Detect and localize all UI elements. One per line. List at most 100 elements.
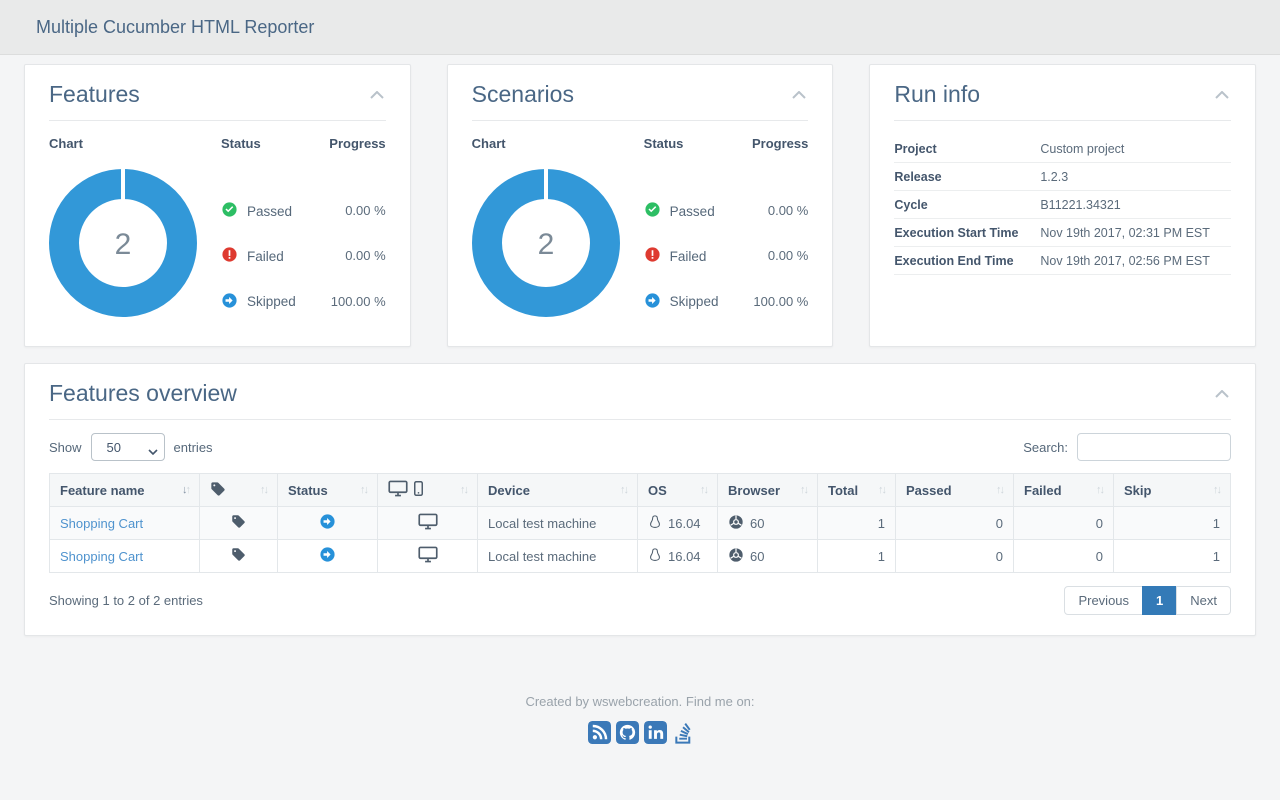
total-cell: 1: [817, 539, 896, 573]
total-cell: 1: [817, 506, 896, 540]
run-info-row: Project Custom project: [894, 135, 1232, 163]
progress-value: 100.00 %: [753, 293, 809, 309]
scenarios-donut-value: 2: [537, 228, 554, 261]
rss-icon[interactable]: [587, 721, 611, 744]
linux-icon: [648, 547, 662, 566]
sort-icon: ↑↓: [260, 484, 269, 496]
chrome-icon: [728, 514, 744, 533]
skipped-status-icon: [319, 514, 336, 533]
previous-page-button[interactable]: Previous: [1064, 586, 1144, 615]
run-info-label: Cycle: [894, 198, 928, 212]
feature-link[interactable]: Shopping Cart: [60, 548, 144, 564]
column-header-failed[interactable]: Failed ↑↓: [1013, 473, 1114, 507]
chevron-up-icon[interactable]: [1213, 89, 1231, 101]
search-control: Search:: [1023, 433, 1231, 461]
failed-cell: 0: [1013, 506, 1114, 540]
status-column-label: Status: [221, 136, 261, 151]
progress-value: 100.00 %: [330, 293, 386, 309]
feature-link[interactable]: Shopping Cart: [60, 515, 144, 531]
sort-icon: ↑↓: [360, 484, 369, 496]
scenarios-donut-chart: 2: [471, 155, 644, 322]
legend-item-passed: Passed: [221, 198, 328, 224]
show-label: Show: [49, 439, 82, 455]
sort-icon: ↑↓: [996, 484, 1005, 496]
scenarios-card: Scenarios Chart Status Progress 2: [446, 64, 834, 347]
table-row: Shopping Cart Local test machine 16.04 6…: [49, 539, 1231, 573]
credit-text: Created by wswebcreation. Find me on:: [525, 694, 755, 709]
stackoverflow-icon[interactable]: [672, 721, 693, 744]
legend-label: Failed: [669, 248, 707, 264]
run-info-row: Execution Start Time Nov 19th 2017, 02:3…: [894, 219, 1232, 247]
passed-cell: 0: [895, 506, 1014, 540]
run-info-value: Nov 19th 2017, 02:56 PM EST: [1040, 254, 1210, 268]
github-icon[interactable]: [615, 721, 639, 744]
column-header-skip[interactable]: Skip ↑↓: [1113, 473, 1231, 507]
entries-label: entries: [173, 439, 213, 455]
run-info-label: Execution Start Time: [894, 226, 1019, 240]
sort-icon: ↑↓: [1213, 484, 1222, 496]
skip-cell: 1: [1113, 539, 1231, 573]
run-info-value: B11221.34321: [1040, 198, 1121, 212]
passed-cell: 0: [895, 539, 1014, 573]
page-1-button[interactable]: 1: [1142, 586, 1178, 615]
app-title: Multiple Cucumber HTML Reporter: [36, 16, 315, 37]
run-info-card-title: Run info: [894, 81, 981, 107]
table-controls: Show 50 entries Search:: [49, 433, 1231, 461]
chevron-up-icon[interactable]: [790, 89, 808, 101]
progress-value: 0.00 %: [767, 203, 809, 219]
page-length-control: Show 50 entries: [49, 433, 213, 461]
monitor-icon: [388, 480, 408, 500]
pagination: Previous 1 Next: [1064, 586, 1231, 615]
tag-icon: [231, 548, 246, 565]
app-header: Multiple Cucumber HTML Reporter: [0, 0, 1280, 55]
device-cell: Local test machine: [477, 539, 638, 573]
legend-item-passed: Passed: [644, 198, 751, 224]
tag-icon: [210, 481, 226, 500]
page-length-select[interactable]: 50: [90, 433, 165, 461]
column-header-browser[interactable]: Browser ↑↓: [717, 473, 818, 507]
linkedin-icon[interactable]: [643, 721, 667, 744]
tag-icon: [231, 515, 246, 532]
scenarios-legend: Passed 0.00 % Failed 0.00 % Skipped 100.…: [644, 155, 809, 322]
column-header-passed[interactable]: Passed ↑↓: [895, 473, 1014, 507]
run-info-row: Cycle B11221.34321: [894, 191, 1232, 219]
features-legend: Passed 0.00 % Failed 0.00 % Skipped 100.…: [221, 155, 386, 322]
column-header-os[interactable]: OS ↑↓: [637, 473, 718, 507]
search-input[interactable]: [1077, 433, 1231, 461]
sort-icon: ↑↓: [800, 484, 809, 496]
legend-item-failed: Failed: [644, 243, 751, 269]
column-header-screens[interactable]: ↑↓: [377, 473, 478, 507]
monitor-icon: [417, 513, 438, 533]
run-info-value: Nov 19th 2017, 02:31 PM EST: [1040, 226, 1210, 240]
chevron-up-icon[interactable]: [1213, 388, 1231, 400]
run-info-label: Execution End Time: [894, 254, 1014, 268]
chevron-up-icon[interactable]: [368, 89, 386, 101]
passed-icon: [644, 201, 661, 221]
sort-icon: ↑↓: [878, 484, 887, 496]
column-header-total[interactable]: Total ↑↓: [817, 473, 896, 507]
run-info-row: Release 1.2.3: [894, 163, 1232, 191]
run-info-card: Run info Project Custom project Release …: [869, 64, 1257, 347]
run-info-card-header: Run info: [894, 81, 1232, 121]
column-header-tags[interactable]: ↑↓: [199, 473, 278, 507]
os-version: 16.04: [668, 515, 701, 531]
column-header-status[interactable]: Status ↑↓: [277, 473, 378, 507]
features-overview-table: Feature name ↓↑ ↑↓ Status ↑↓: [49, 473, 1231, 573]
progress-value: 0.00 %: [345, 203, 386, 219]
column-header-feature-name[interactable]: Feature name ↓↑: [49, 473, 200, 507]
run-info-value: Custom project: [1040, 142, 1125, 156]
sort-icon: ↓↑: [182, 484, 191, 496]
passed-icon: [221, 201, 238, 221]
features-donut-chart: 2: [49, 155, 221, 322]
features-donut-value: 2: [115, 228, 132, 261]
failed-icon: [644, 246, 661, 266]
features-card: Features Chart Status Progress 2: [24, 64, 411, 347]
legend-item-skipped: Skipped: [221, 289, 328, 315]
sort-icon: ↑↓: [700, 484, 709, 496]
legend-label: Passed: [247, 203, 293, 219]
column-header-device[interactable]: Device ↑↓: [477, 473, 638, 507]
skipped-icon: [644, 292, 661, 312]
next-page-button[interactable]: Next: [1176, 586, 1231, 615]
site-footer: Created by wswebcreation. Find me on:: [0, 694, 1280, 744]
sort-icon: ↑↓: [1096, 484, 1105, 496]
